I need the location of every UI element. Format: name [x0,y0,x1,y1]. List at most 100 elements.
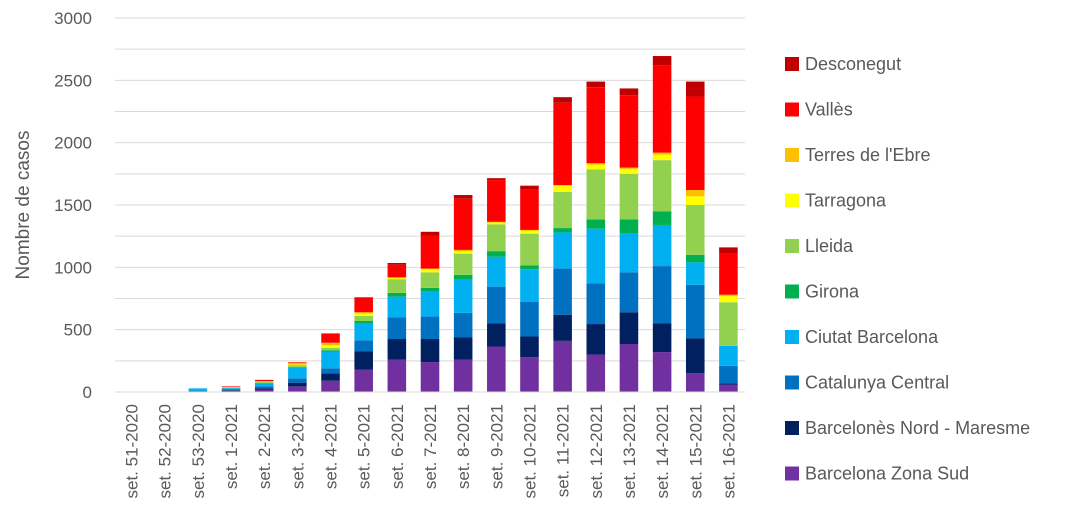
bar-segment [586,169,606,220]
bar-segment [321,368,340,374]
bar-segment [321,380,340,392]
bar-segment [685,81,705,97]
bar-segment [354,369,373,392]
bar-segment [387,277,407,278]
bar-segment [387,279,407,293]
bar-segment [387,317,407,340]
bar-segment [553,268,572,315]
y-tick-label: 500 [64,321,92,340]
bar-segment [520,301,539,337]
bar-segment [553,228,572,233]
bar-segment [221,389,241,391]
legend-swatch [785,239,799,253]
bar-segment [288,378,307,383]
bar-segment [719,384,738,392]
bar-segment [520,189,539,230]
bar-segment [586,219,606,229]
legend-label: Tarragona [805,191,887,211]
bar-segment [652,352,672,392]
bar-segment [420,362,440,392]
bar-segment [619,167,639,169]
bar-segment [487,251,506,257]
legend-swatch [785,284,799,299]
x-tick-label: set. 15-2021 [686,404,705,499]
legend-label: Barcelona Zona Sud [805,464,969,484]
bar-segment [221,388,241,390]
bar-segment [354,320,373,324]
bar-segment [553,191,572,229]
bar-segment [652,266,672,324]
bar-segment [288,362,307,365]
legend-swatch [785,466,799,481]
x-tick-label: set. 3-2021 [288,404,307,489]
bar-segment [420,287,440,292]
y-tick-label: 1500 [54,196,92,215]
bar-segment [586,164,606,170]
bar-segment [586,163,606,165]
bar-segment [453,253,473,275]
legend-swatch [785,375,799,390]
bar-segment [520,336,539,358]
bar-segment [420,231,440,236]
bar-segment [520,230,539,234]
x-tick-label: set. 12-2021 [587,404,606,499]
legend-label: Barcelonès Nord - Maresme [805,418,1030,438]
bar-segment [453,251,473,254]
bar-segment [719,296,738,303]
legend-label: Vallès [805,100,853,120]
bar-segment [354,340,373,352]
bar-segment [719,383,738,385]
x-tick-label: set. 16-2021 [719,404,738,499]
legend: Desconegut Vallès Terres de l'Ebre Tarragon… [785,54,1030,484]
x-tick-label: set. 6-2021 [388,404,407,489]
bar-segment [586,228,606,284]
bar-segment [719,365,738,384]
bar-segment [685,284,705,339]
bar-segment [420,235,440,269]
bar-segment [387,264,407,278]
bar-segment [586,87,606,164]
bar-segment [453,279,473,313]
bar-segment [586,354,606,392]
x-tick-label: set. 1-2021 [222,404,241,489]
bar-segment [288,362,307,363]
bar-segment [487,224,506,252]
bar-segment [288,365,307,368]
bar-segment [420,269,440,273]
bar-segment [420,272,440,288]
y-axis-ticks: 0 500 1000 1500 2000 2500 3000 [54,9,92,402]
bar-segment [321,351,340,369]
bar-segment [619,312,639,345]
x-tick-label: set. 13-2021 [620,404,639,499]
bar-segment [652,152,672,155]
bar-segment [619,219,639,234]
bar-segment [420,268,440,270]
bar-segment [354,297,373,313]
bar-segment [586,324,606,355]
bar-segment [652,154,672,161]
bar-segment [387,296,407,318]
bar-segment [387,277,407,280]
bar-segment [586,283,606,325]
bar-segment [652,224,672,267]
bar-segment [387,292,407,297]
x-tick-label: set. 11-2021 [554,404,573,497]
bar-segment [619,173,639,220]
y-tick-label: 0 [83,383,92,402]
bar-segment [221,387,241,389]
bar-segment [719,345,738,366]
bar-segment [685,262,705,285]
x-tick-label: set. 5-2021 [355,404,374,489]
bar-segment [520,233,539,266]
bar-segment [254,388,274,390]
bar-segment [487,222,506,225]
y-tick-label: 2500 [54,71,92,90]
bar-segment [321,347,340,351]
legend-label: Catalunya Central [805,373,949,393]
bar-segment [619,272,639,313]
bar-segment [354,323,373,341]
bar-segment [487,346,506,392]
x-tick-label: set. 10-2021 [520,404,539,499]
legend-swatch [785,148,799,162]
